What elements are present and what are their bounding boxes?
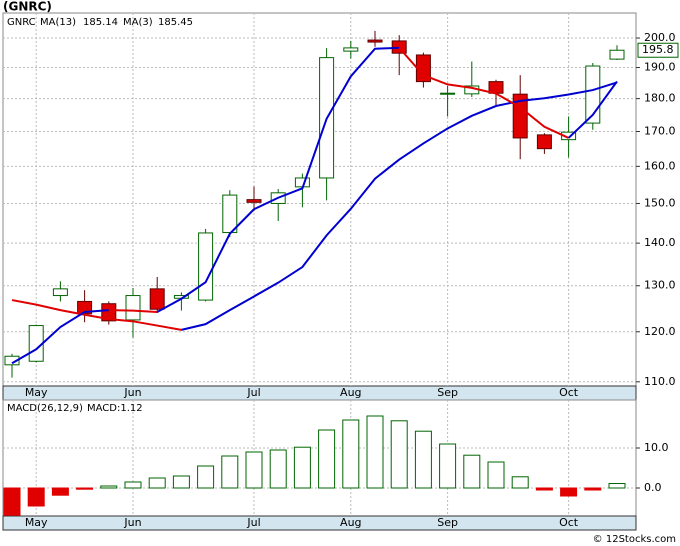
macd-bar [293, 446, 311, 489]
y-tick-label: 190.0 [644, 61, 676, 74]
x-tick-label: Jul [246, 516, 260, 529]
moving-average-line [181, 81, 618, 331]
macd-bar [584, 487, 602, 491]
y-tick-label: 200.0 [644, 31, 676, 44]
last-price-box [637, 42, 679, 58]
macd-bar [487, 461, 505, 489]
moving-average-line [567, 80, 618, 139]
x-axis-band [2, 385, 637, 401]
macd-bar [3, 487, 21, 516]
macd-bar [318, 429, 336, 489]
y-tick-label: 150.0 [644, 196, 676, 209]
y-tick-label: 160.0 [644, 159, 676, 172]
candle-body [536, 134, 552, 150]
moving-average-line [11, 299, 182, 331]
candle-body [4, 355, 20, 366]
macd-bar [221, 455, 239, 489]
legend-name: MACD(26,12,9) [7, 403, 83, 414]
y-tick-label: 180.0 [644, 92, 676, 105]
x-tick-label: May [25, 516, 48, 529]
y-tick-label: 140.0 [644, 236, 676, 249]
x-tick-label: Jun [123, 516, 141, 529]
candle-body [222, 194, 238, 234]
candle-body [246, 199, 262, 203]
macd-bar [197, 465, 215, 489]
candle-body [343, 47, 359, 52]
macd-bar [148, 477, 166, 489]
macd-bar [414, 430, 432, 489]
candle-body [609, 49, 625, 60]
x-tick-label: May [25, 386, 48, 399]
legend-value: 185.45 [158, 17, 193, 28]
candle-body [101, 303, 117, 322]
candle-body [561, 131, 577, 141]
y-tick-label: 170.0 [644, 124, 676, 137]
macd-bar [511, 476, 529, 489]
macd-bar [535, 487, 553, 491]
macd-bar [390, 420, 408, 489]
candle-body [52, 288, 68, 297]
legend-value: 185.14 [83, 17, 118, 28]
chart-title: (GNRC) [3, 0, 52, 14]
candle-body [198, 232, 214, 301]
legend-name: MA(3) [123, 17, 153, 28]
y-tick-label: 120.0 [644, 325, 676, 338]
macd-bar [463, 454, 481, 489]
x-tick-label: Oct [559, 516, 579, 529]
y-tick-label: 130.0 [644, 279, 676, 292]
candle-body [125, 295, 141, 321]
x-tick-label: Oct [559, 386, 579, 399]
y-tick-label: 0.0 [644, 481, 662, 494]
x-tick-label: Sep [437, 386, 458, 399]
macd-bar [172, 475, 190, 489]
macd-bar [100, 485, 118, 489]
y-tick-label: 10.0 [644, 441, 669, 454]
macd-bar [366, 415, 384, 489]
y-tick-label: 110.0 [644, 375, 676, 388]
candle-body [440, 92, 456, 95]
macd-bar [439, 443, 457, 489]
footer: © 12Stocks.com [593, 534, 676, 545]
macd-bar [124, 481, 142, 489]
x-axis-band [2, 515, 637, 531]
macd-bar [608, 483, 626, 489]
legend-value: MACD:1.12 [87, 403, 143, 414]
macd-bar [27, 487, 45, 507]
macd-bar [342, 419, 360, 489]
macd-bar [269, 449, 287, 489]
x-tick-label: Aug [340, 386, 361, 399]
macd-bar [245, 451, 263, 489]
candle-body [367, 39, 383, 43]
legend-name: MA(13) [40, 17, 76, 28]
macd-bar [76, 487, 94, 490]
moving-average-line [156, 46, 400, 313]
x-tick-label: Jul [246, 386, 260, 399]
macd-bar [51, 487, 69, 496]
moving-average-line [11, 309, 109, 365]
moving-average-line [398, 47, 570, 139]
candle-body [391, 40, 407, 54]
legend-symbol: GNRC [7, 17, 36, 28]
moving-average-line [108, 309, 158, 313]
x-tick-label: Aug [340, 516, 361, 529]
candle-body [149, 288, 165, 310]
macd-bar [560, 487, 578, 497]
x-tick-label: Sep [437, 516, 458, 529]
x-tick-label: Jun [123, 386, 141, 399]
last-price-label: 195.8 [642, 43, 674, 56]
